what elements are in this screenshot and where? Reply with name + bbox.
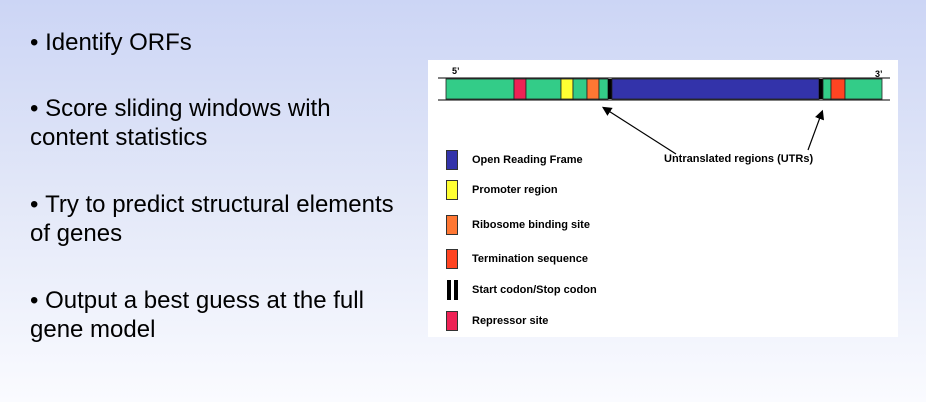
bullet-predict-elements: Try to predict structural elements of ge… [30, 190, 410, 248]
utr-segment-pre-rbs [572, 78, 588, 100]
five-prime-label: 5’ [452, 66, 460, 76]
bullet-output-gene-model: Output a best guess at the full gene mod… [30, 286, 410, 344]
gene-structure-diagram: 5’ 3’ Untranslated regions (UTRs) Open R… [428, 60, 898, 337]
legend-label-codon: Start codon/Stop codon [472, 284, 597, 296]
termination-swatch-icon [446, 249, 458, 269]
three-prime-label: 3’ [875, 69, 883, 79]
utr-label: Untranslated regions (UTRs) [664, 153, 814, 165]
promoter-swatch-icon [446, 180, 458, 200]
stop-codon-segment [819, 79, 823, 99]
legend-label-repressor: Repressor site [472, 315, 549, 327]
legend-label-orf: Open Reading Frame [472, 154, 583, 166]
bullet-score-windows: Score sliding windows with content stati… [30, 94, 410, 152]
utr-segment-right [844, 78, 883, 100]
orf-swatch-icon [446, 150, 458, 170]
orf-segment [611, 78, 820, 100]
utr-segment-left [445, 78, 515, 100]
bullet-identify-orfs: Identify ORFs [30, 28, 410, 57]
legend-item-ribosome: Ribosome binding site [446, 215, 746, 235]
legend-item-orf: Open Reading Frame [446, 150, 746, 170]
repressor-site-segment [513, 78, 527, 100]
legend-item-repressor: Repressor site [446, 311, 746, 331]
utr-segment-pre-start [598, 78, 609, 100]
repressor-swatch-icon [446, 311, 458, 331]
utr-segment-middle [525, 78, 562, 100]
legend-item-codon: Start codon/Stop codon [446, 280, 746, 300]
gene-strand-graphic [438, 77, 890, 155]
legend-item-promoter: Promoter region [446, 180, 746, 200]
utr-segment-post-stop [822, 78, 832, 100]
utr-arrow-right [807, 109, 825, 151]
legend-item-termination: Termination sequence [446, 249, 746, 269]
start-codon-segment [608, 79, 612, 99]
ribosome-swatch-icon [446, 215, 458, 235]
legend-label-termination: Termination sequence [472, 253, 588, 265]
codon-double-bar-icon [446, 280, 458, 300]
legend-label-ribosome: Ribosome binding site [472, 219, 590, 231]
promoter-segment [560, 78, 574, 100]
ribosome-binding-segment [586, 78, 600, 100]
utr-arrow-left [601, 106, 677, 155]
legend-label-promoter: Promoter region [472, 184, 558, 196]
termination-segment [830, 78, 846, 100]
